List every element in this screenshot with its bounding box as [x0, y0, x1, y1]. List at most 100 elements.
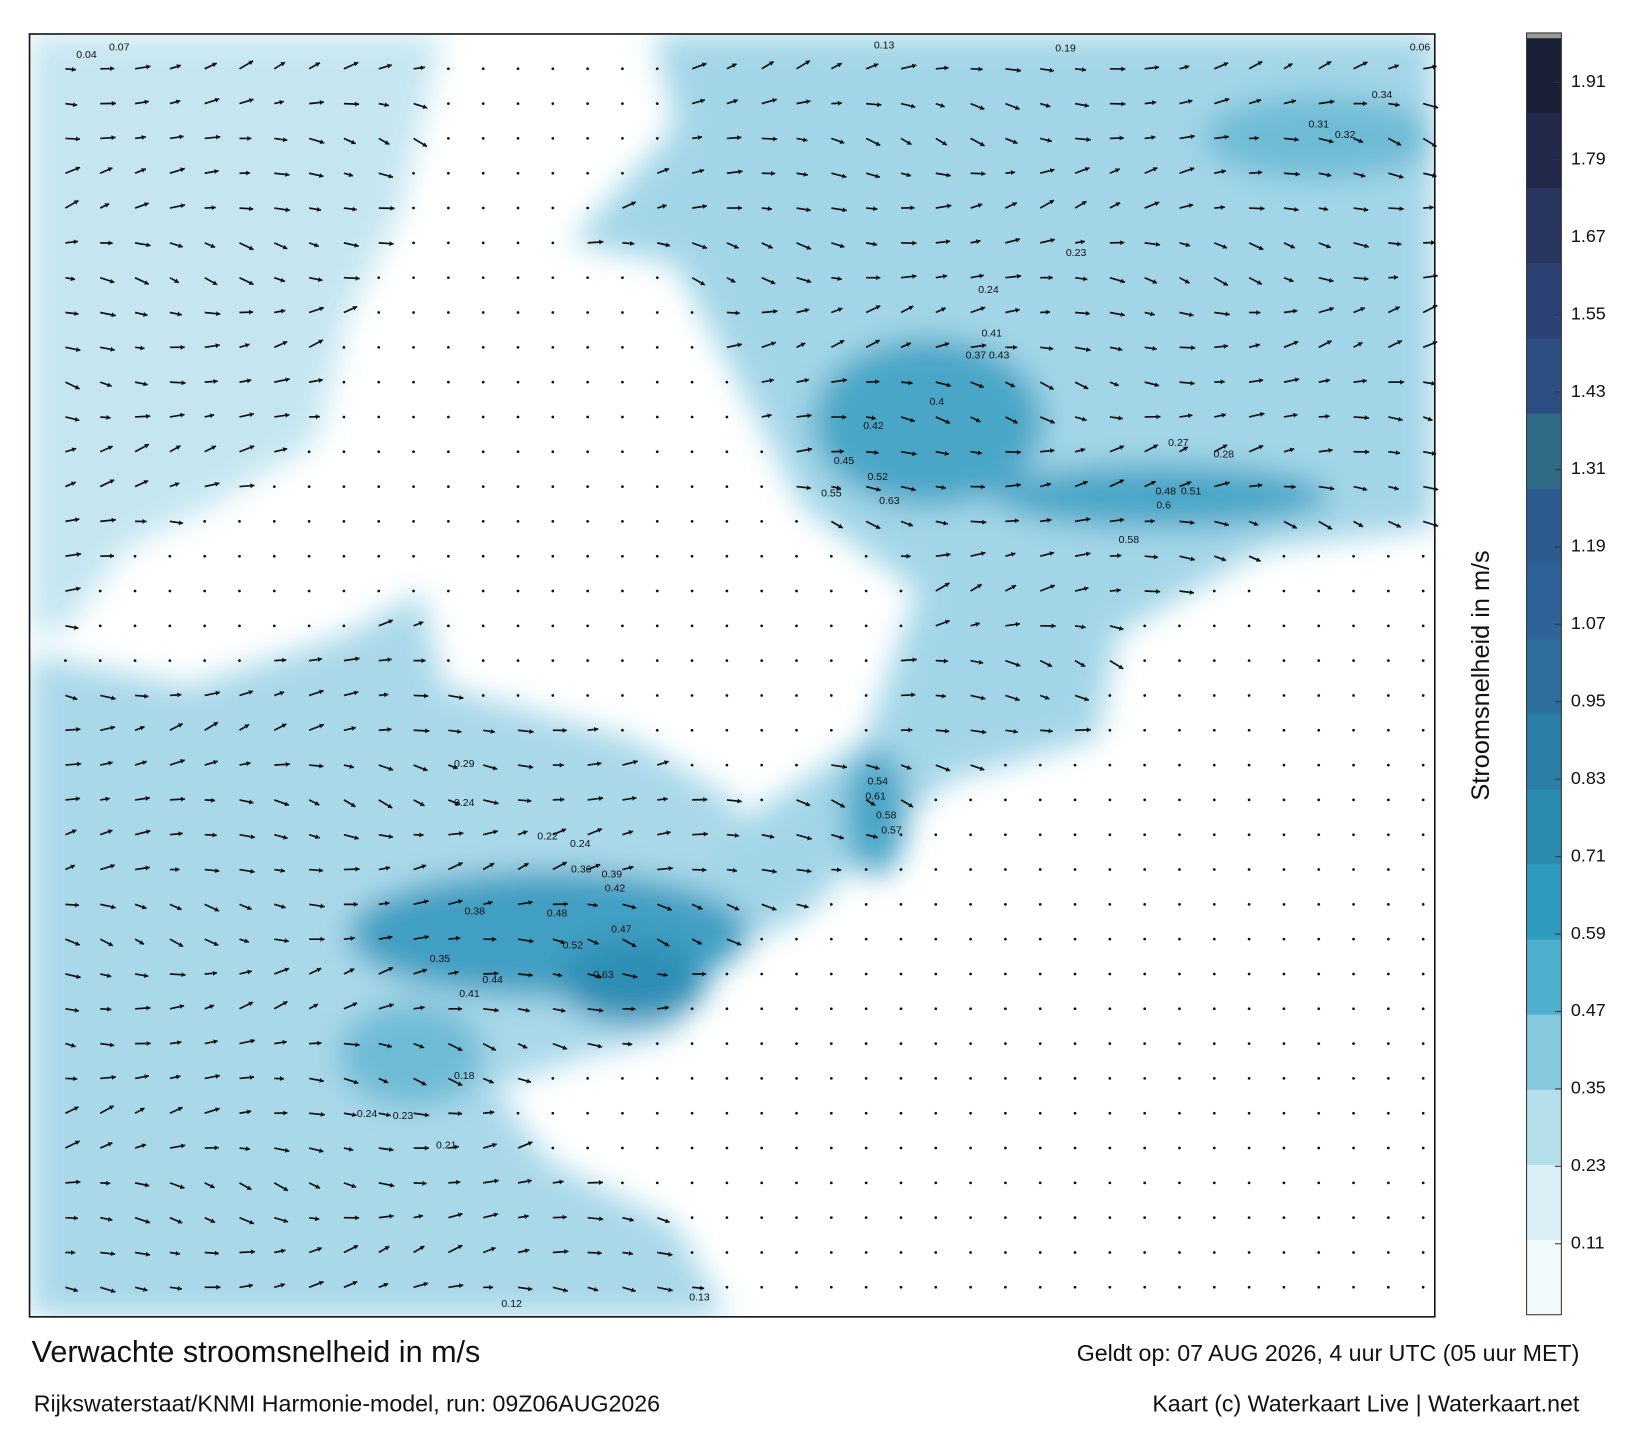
arrow-head [597, 828, 602, 833]
arrow-head [977, 203, 983, 208]
grid-dot [969, 1007, 972, 1011]
arrow-head [282, 244, 288, 250]
grid-dot [1352, 972, 1355, 976]
arrow-head [249, 1074, 255, 1080]
arrow-head [1323, 206, 1329, 212]
arrow-head [351, 1183, 357, 1189]
arrow-head [1010, 170, 1016, 176]
grid-dot [238, 520, 241, 523]
grid-dot [969, 1251, 972, 1254]
grid-dot [1038, 1111, 1042, 1115]
arrow-head [74, 1140, 80, 1146]
arrow-head [214, 97, 220, 103]
arrow-head [107, 1216, 113, 1222]
grid-dot [1386, 937, 1390, 941]
grid-dot [446, 380, 450, 384]
grid-dot [551, 659, 555, 663]
grid-dot [377, 415, 381, 419]
grid-dot [1421, 1181, 1425, 1185]
arrow-head [492, 936, 497, 942]
grid-dot [1317, 659, 1321, 663]
arrow-head [279, 1076, 285, 1082]
grid-dot [1386, 763, 1390, 767]
arrow-head [667, 1251, 673, 1257]
grid-dot [446, 67, 450, 71]
speed-label: 0.57 [881, 824, 902, 836]
grid-dot [1247, 589, 1251, 593]
grid-dot [1247, 1077, 1251, 1080]
grid-dot [412, 171, 415, 175]
arrow-head [593, 1287, 599, 1292]
arrow-head [839, 449, 844, 454]
arrow-head [74, 416, 80, 422]
arrow-head [214, 1107, 220, 1112]
grid-dot [516, 241, 520, 245]
arrow-head [975, 417, 981, 423]
grid-dot [899, 1077, 903, 1080]
grid-dot [586, 554, 589, 558]
grid-dot [969, 1146, 972, 1150]
grid-dot [1317, 1077, 1321, 1080]
arrow-head [1221, 169, 1226, 174]
grid-dot [481, 415, 485, 419]
arrow-head [1394, 306, 1400, 311]
grid-dot [551, 137, 555, 140]
grid-dot [412, 311, 415, 314]
arrow-head [563, 1287, 568, 1293]
grid-dot [969, 798, 972, 802]
arrow-head [422, 766, 428, 772]
grid-dot [864, 1146, 868, 1150]
grid-dot [1421, 1251, 1425, 1254]
arrow-head [1083, 586, 1089, 592]
arrow-head [75, 796, 81, 802]
grid-dot [1352, 1181, 1355, 1185]
grid-dot [1212, 763, 1216, 767]
arrow-head [562, 727, 567, 733]
arrow-head [1225, 311, 1230, 317]
arrow-head [596, 761, 602, 767]
grid-dot [1108, 902, 1112, 906]
grid-dot [1386, 1285, 1390, 1289]
grid-dot [1247, 1007, 1251, 1011]
grid-dot [238, 554, 241, 558]
arrow-head [1190, 134, 1195, 140]
arrow-head [175, 1250, 181, 1256]
grid-dot [1386, 554, 1390, 558]
arrow-head [1155, 589, 1161, 594]
grid-dot [586, 276, 589, 280]
grid-dot [481, 520, 485, 523]
arrow-head [284, 938, 289, 944]
arrow-head [1294, 137, 1299, 142]
arrow-head [110, 66, 115, 72]
arrow-head [316, 206, 322, 212]
grid-dot [1386, 902, 1390, 906]
arrow-head [1394, 485, 1399, 491]
arrow-head [1116, 587, 1121, 593]
arrow-head [248, 690, 254, 695]
arrow-head [141, 904, 147, 910]
arrow-head [734, 833, 740, 838]
grid-dot [203, 520, 207, 523]
grid-dot [1212, 694, 1216, 697]
arrow-head [526, 1078, 531, 1084]
arrow-head [1150, 518, 1155, 524]
arrow-head [1151, 480, 1156, 486]
arrow-head [354, 835, 359, 841]
arrow-head [806, 207, 811, 213]
arrow-head [73, 1076, 78, 1082]
arrow-head [912, 273, 917, 279]
grid-dot [1073, 1077, 1077, 1080]
arrow-head [74, 384, 80, 390]
grid-dot [1247, 868, 1251, 871]
arrow-head [250, 1038, 255, 1044]
arrow-head [807, 413, 812, 419]
grid-dot [481, 345, 485, 349]
arrow-head [1357, 342, 1363, 347]
arrow-head [284, 967, 290, 973]
arrow-head [424, 1145, 429, 1151]
grid-dot [690, 728, 694, 732]
speed-label: 0.63 [593, 969, 614, 981]
grid-dot [1073, 937, 1077, 941]
grid-dot [446, 171, 450, 175]
arrow-head [143, 312, 148, 317]
